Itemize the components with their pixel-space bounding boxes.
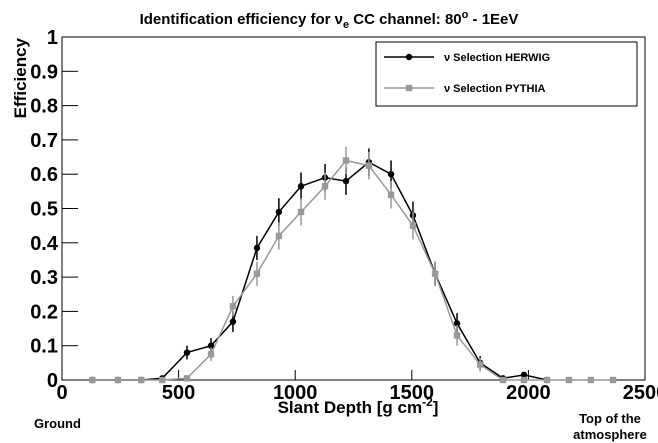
legend-marker bbox=[405, 53, 413, 61]
marker bbox=[565, 376, 573, 384]
marker bbox=[365, 162, 373, 169]
legend-box bbox=[375, 41, 638, 107]
marker bbox=[229, 303, 237, 310]
y-tick-label: 1 bbox=[47, 27, 58, 49]
series-line bbox=[92, 159, 614, 381]
title-part: - 1EeV bbox=[468, 11, 518, 28]
title-sub: e bbox=[343, 19, 349, 31]
marker bbox=[89, 376, 96, 384]
marker bbox=[431, 270, 439, 277]
marker bbox=[342, 177, 350, 185]
x-tick-label: 0 bbox=[56, 382, 67, 404]
marker bbox=[342, 157, 350, 164]
xlabel-sup: -2 bbox=[422, 395, 433, 409]
legend-label: ν Selection HERWIG bbox=[444, 52, 550, 64]
marker bbox=[409, 222, 417, 229]
marker bbox=[138, 376, 145, 384]
marker bbox=[476, 361, 484, 368]
y-tick-label: 0.8 bbox=[30, 96, 58, 118]
marker bbox=[253, 244, 261, 252]
marker bbox=[453, 332, 461, 339]
marker bbox=[520, 376, 528, 384]
title-part: Identification efficiency for ν bbox=[140, 11, 343, 28]
marker bbox=[543, 376, 551, 384]
marker bbox=[387, 191, 395, 198]
marker bbox=[275, 232, 283, 240]
marker bbox=[229, 318, 237, 325]
y-tick-label: 0.9 bbox=[30, 61, 58, 83]
legend-label: ν Selection PYTHIA bbox=[444, 83, 546, 95]
legend-marker bbox=[405, 84, 413, 92]
marker bbox=[297, 183, 305, 190]
x-tick-label: 2000 bbox=[506, 382, 551, 404]
y-tick-label: 0.4 bbox=[30, 233, 59, 255]
x-axis-label: Slant Depth [g cm-2] bbox=[278, 395, 439, 417]
marker bbox=[387, 171, 395, 178]
x-tick-label: 1000 bbox=[273, 382, 318, 404]
y-tick-label: 0.1 bbox=[30, 336, 58, 358]
y-tick-label: 0 bbox=[47, 370, 58, 392]
y-axis-label: Efficiency bbox=[11, 37, 30, 118]
y-tick-label: 0.6 bbox=[30, 164, 58, 186]
marker bbox=[159, 376, 166, 384]
marker bbox=[207, 342, 215, 349]
annotation: Top of the bbox=[579, 411, 641, 426]
xlabel-part: Slant Depth [g cm bbox=[278, 398, 423, 417]
annotation: atmosphere bbox=[573, 427, 647, 442]
y-tick-label: 0.2 bbox=[30, 301, 58, 323]
marker bbox=[499, 376, 507, 384]
y-tick-label: 0.7 bbox=[30, 130, 58, 152]
marker bbox=[321, 183, 329, 190]
title-sup: o bbox=[462, 9, 469, 21]
x-tick-label: 500 bbox=[162, 382, 195, 404]
marker bbox=[207, 351, 215, 358]
chart-title: Identification efficiency for νe CC chan… bbox=[140, 9, 519, 31]
marker bbox=[183, 349, 191, 356]
y-tick-label: 0.5 bbox=[30, 199, 58, 221]
marker bbox=[253, 270, 261, 277]
marker bbox=[520, 371, 528, 379]
x-tick-label: 2500 bbox=[623, 382, 658, 404]
xlabel-part: ] bbox=[433, 398, 439, 417]
y-tick-label: 0.3 bbox=[30, 267, 58, 289]
x-tick-label: 1500 bbox=[390, 382, 435, 404]
marker bbox=[587, 376, 595, 384]
annotation: Ground bbox=[34, 416, 81, 431]
marker bbox=[609, 376, 617, 384]
marker bbox=[297, 208, 305, 216]
marker bbox=[183, 375, 191, 382]
title-part: CC channel: 80 bbox=[349, 11, 462, 28]
marker bbox=[114, 376, 122, 384]
marker bbox=[453, 320, 461, 327]
marker bbox=[275, 208, 283, 216]
